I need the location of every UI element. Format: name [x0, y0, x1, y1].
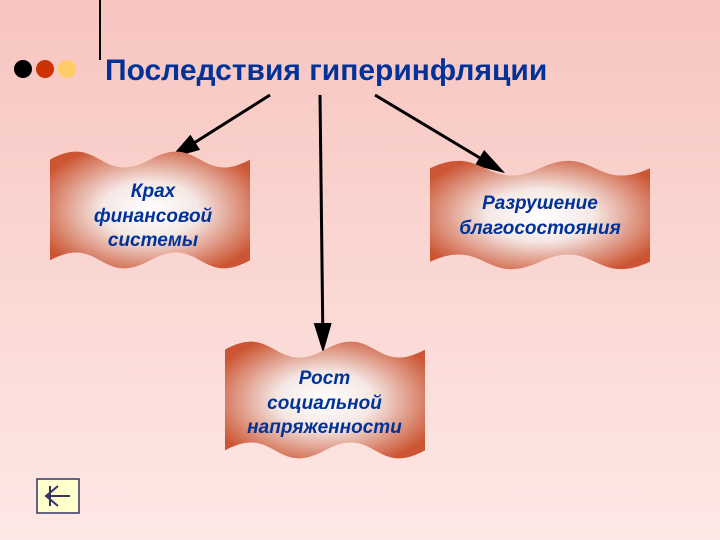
- nav-back-button[interactable]: [36, 478, 80, 514]
- wave2-label: Ростсоциальнойнапряженности: [232, 367, 417, 441]
- title-dots: [14, 60, 80, 83]
- wave3-label: Разрушениеблагосостояния: [440, 192, 640, 241]
- wave1-label: Крахфинансовойсистемы: [78, 180, 228, 254]
- dot-yellow: [58, 60, 76, 78]
- slide-title: Последствия гиперинфляции: [105, 54, 547, 88]
- dot-red: [36, 60, 54, 78]
- dot-black: [14, 60, 32, 78]
- slide: Последствия гиперинфляции Крахфинансовой…: [0, 0, 720, 540]
